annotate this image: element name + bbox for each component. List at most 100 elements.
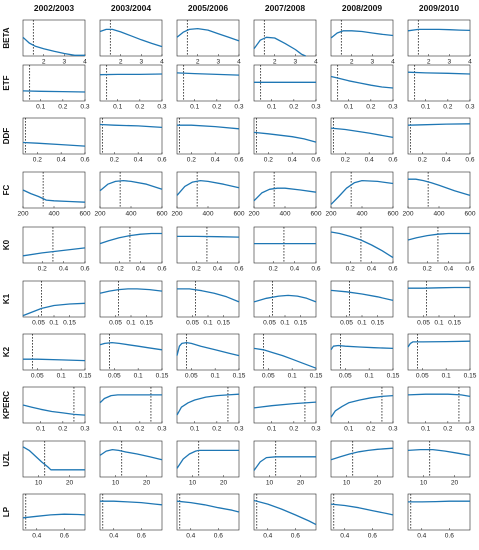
row-label: K2 xyxy=(2,346,11,357)
sensitivity-curve xyxy=(99,28,163,48)
x-tick-label: 0.4 xyxy=(57,157,66,164)
sensitivity-curve xyxy=(99,341,163,351)
sensitivity-curve xyxy=(99,288,163,294)
panel: 200 400 600 xyxy=(248,171,322,218)
x-tick-label: 20 xyxy=(297,480,305,487)
x-tick-label: 0.1 xyxy=(36,104,45,111)
x-tick-label: 2 xyxy=(350,59,354,66)
panel: 0.05 0.1 0.15 xyxy=(253,333,323,380)
sensitivity-curve xyxy=(253,294,317,303)
x-tick-label: 0.05 xyxy=(416,373,429,380)
sensitivity-curve xyxy=(99,123,163,129)
panel: 0.2 0.4 0.6 xyxy=(22,226,90,273)
sensitivity-curve xyxy=(407,232,470,241)
x-tick-label: 0.15 xyxy=(63,320,76,327)
x-tick-label: 0.15 xyxy=(448,320,461,327)
x-tick-label: 200 xyxy=(402,211,413,218)
x-tick-label: 0.15 xyxy=(464,373,477,380)
panel: 0.2 0.4 0.6 xyxy=(99,117,167,164)
x-tick-label: 600 xyxy=(464,211,475,218)
x-tick-label: 0.2 xyxy=(341,157,350,164)
x-tick-label: 0.2 xyxy=(289,426,298,433)
x-tick-label: 0.1 xyxy=(36,426,45,433)
panel: 2 3 4 xyxy=(22,19,87,66)
x-tick-label: 0.1 xyxy=(267,104,276,111)
x-tick-label: 10 xyxy=(35,480,43,487)
sensitivity-curve xyxy=(22,513,86,519)
x-tick-label: 0.4 xyxy=(32,533,41,540)
panel-frame xyxy=(22,386,86,424)
panel: 0.2 0.4 0.6 xyxy=(22,117,90,164)
x-tick-label: 0.4 xyxy=(59,266,68,273)
x-tick-label: 2 xyxy=(273,59,277,66)
row-label: ETF xyxy=(2,75,11,90)
panel-frame xyxy=(99,226,163,264)
sensitivity-curve xyxy=(407,28,471,32)
row-label: LP xyxy=(2,506,11,517)
sensitivity-curve xyxy=(176,179,240,196)
x-tick-label: 0.15 xyxy=(371,320,384,327)
panel-frame xyxy=(407,493,471,531)
sensitivity-curve xyxy=(253,36,306,57)
panel: 0.1 0.2 0.3 xyxy=(407,64,475,111)
x-tick-label: 0.2 xyxy=(264,157,273,164)
sensitivity-curve xyxy=(408,178,471,197)
sensitivity-curve xyxy=(100,500,163,506)
sensitivity-curve xyxy=(23,358,86,362)
x-tick-label: 4 xyxy=(237,59,241,66)
panel: 0.2 0.4 0.6 xyxy=(407,226,475,273)
panel-frame xyxy=(176,493,240,531)
sensitivity-curve xyxy=(22,446,85,471)
panel-frame xyxy=(99,493,163,531)
x-tick-label: 0.4 xyxy=(365,157,374,164)
panel-frame xyxy=(99,386,163,424)
panel: 0.05 0.1 0.15 xyxy=(176,280,240,327)
x-tick-label: 200 xyxy=(17,211,28,218)
panel: 0.1 0.2 0.3 xyxy=(176,64,244,111)
panel-frame xyxy=(176,440,240,478)
x-tick-label: 4 xyxy=(160,59,164,66)
x-tick-label: 0.4 xyxy=(109,533,118,540)
sensitivity-curve xyxy=(99,394,162,404)
panel: 10 20 xyxy=(22,440,86,487)
x-tick-label: 0.6 xyxy=(80,266,89,273)
panel-frame xyxy=(407,386,471,424)
panel: 0.4 0.6 xyxy=(176,493,240,540)
sensitivity-curve xyxy=(22,247,86,257)
x-tick-label: 0.2 xyxy=(212,426,221,433)
x-tick-label: 400 xyxy=(202,211,213,218)
x-tick-label: 0.1 xyxy=(267,426,276,433)
panel-frame xyxy=(407,333,471,371)
x-tick-label: 0.15 xyxy=(233,373,246,380)
x-tick-label: 0.1 xyxy=(421,426,430,433)
x-tick-label: 3 xyxy=(370,59,374,66)
x-tick-label: 0.2 xyxy=(269,266,278,273)
sensitivity-curve xyxy=(176,27,240,42)
column-title: 2007/2008 xyxy=(265,3,305,13)
sensitivity-curve xyxy=(330,30,394,39)
x-tick-label: 0.2 xyxy=(33,157,42,164)
panel-frame xyxy=(176,333,240,371)
x-tick-label: 200 xyxy=(248,211,259,218)
x-tick-label: 0.2 xyxy=(443,426,452,433)
x-tick-label: 0.3 xyxy=(311,426,320,433)
x-tick-label: 0.4 xyxy=(444,266,453,273)
x-tick-label: 200 xyxy=(94,211,105,218)
x-tick-label: 0.1 xyxy=(211,373,220,380)
x-tick-label: 200 xyxy=(325,211,336,218)
panel-frame xyxy=(176,226,240,264)
sensitivity-curve xyxy=(22,189,86,203)
column-title: 2008/2009 xyxy=(342,3,382,13)
sensitivity-curve xyxy=(176,393,240,416)
x-tick-label: 0.2 xyxy=(58,426,67,433)
x-tick-label: 2 xyxy=(119,59,123,66)
x-tick-label: 0.2 xyxy=(135,426,144,433)
x-tick-label: 0.1 xyxy=(434,320,443,327)
x-tick-label: 0.1 xyxy=(288,373,297,380)
panel-frame xyxy=(176,171,240,209)
panel: 0.05 0.1 0.15 xyxy=(330,280,394,327)
panel: 2 3 4 xyxy=(176,19,241,66)
row-label: K1 xyxy=(2,293,11,304)
panel: 0.05 0.1 0.15 xyxy=(407,333,477,380)
x-tick-label: 0.05 xyxy=(340,320,353,327)
